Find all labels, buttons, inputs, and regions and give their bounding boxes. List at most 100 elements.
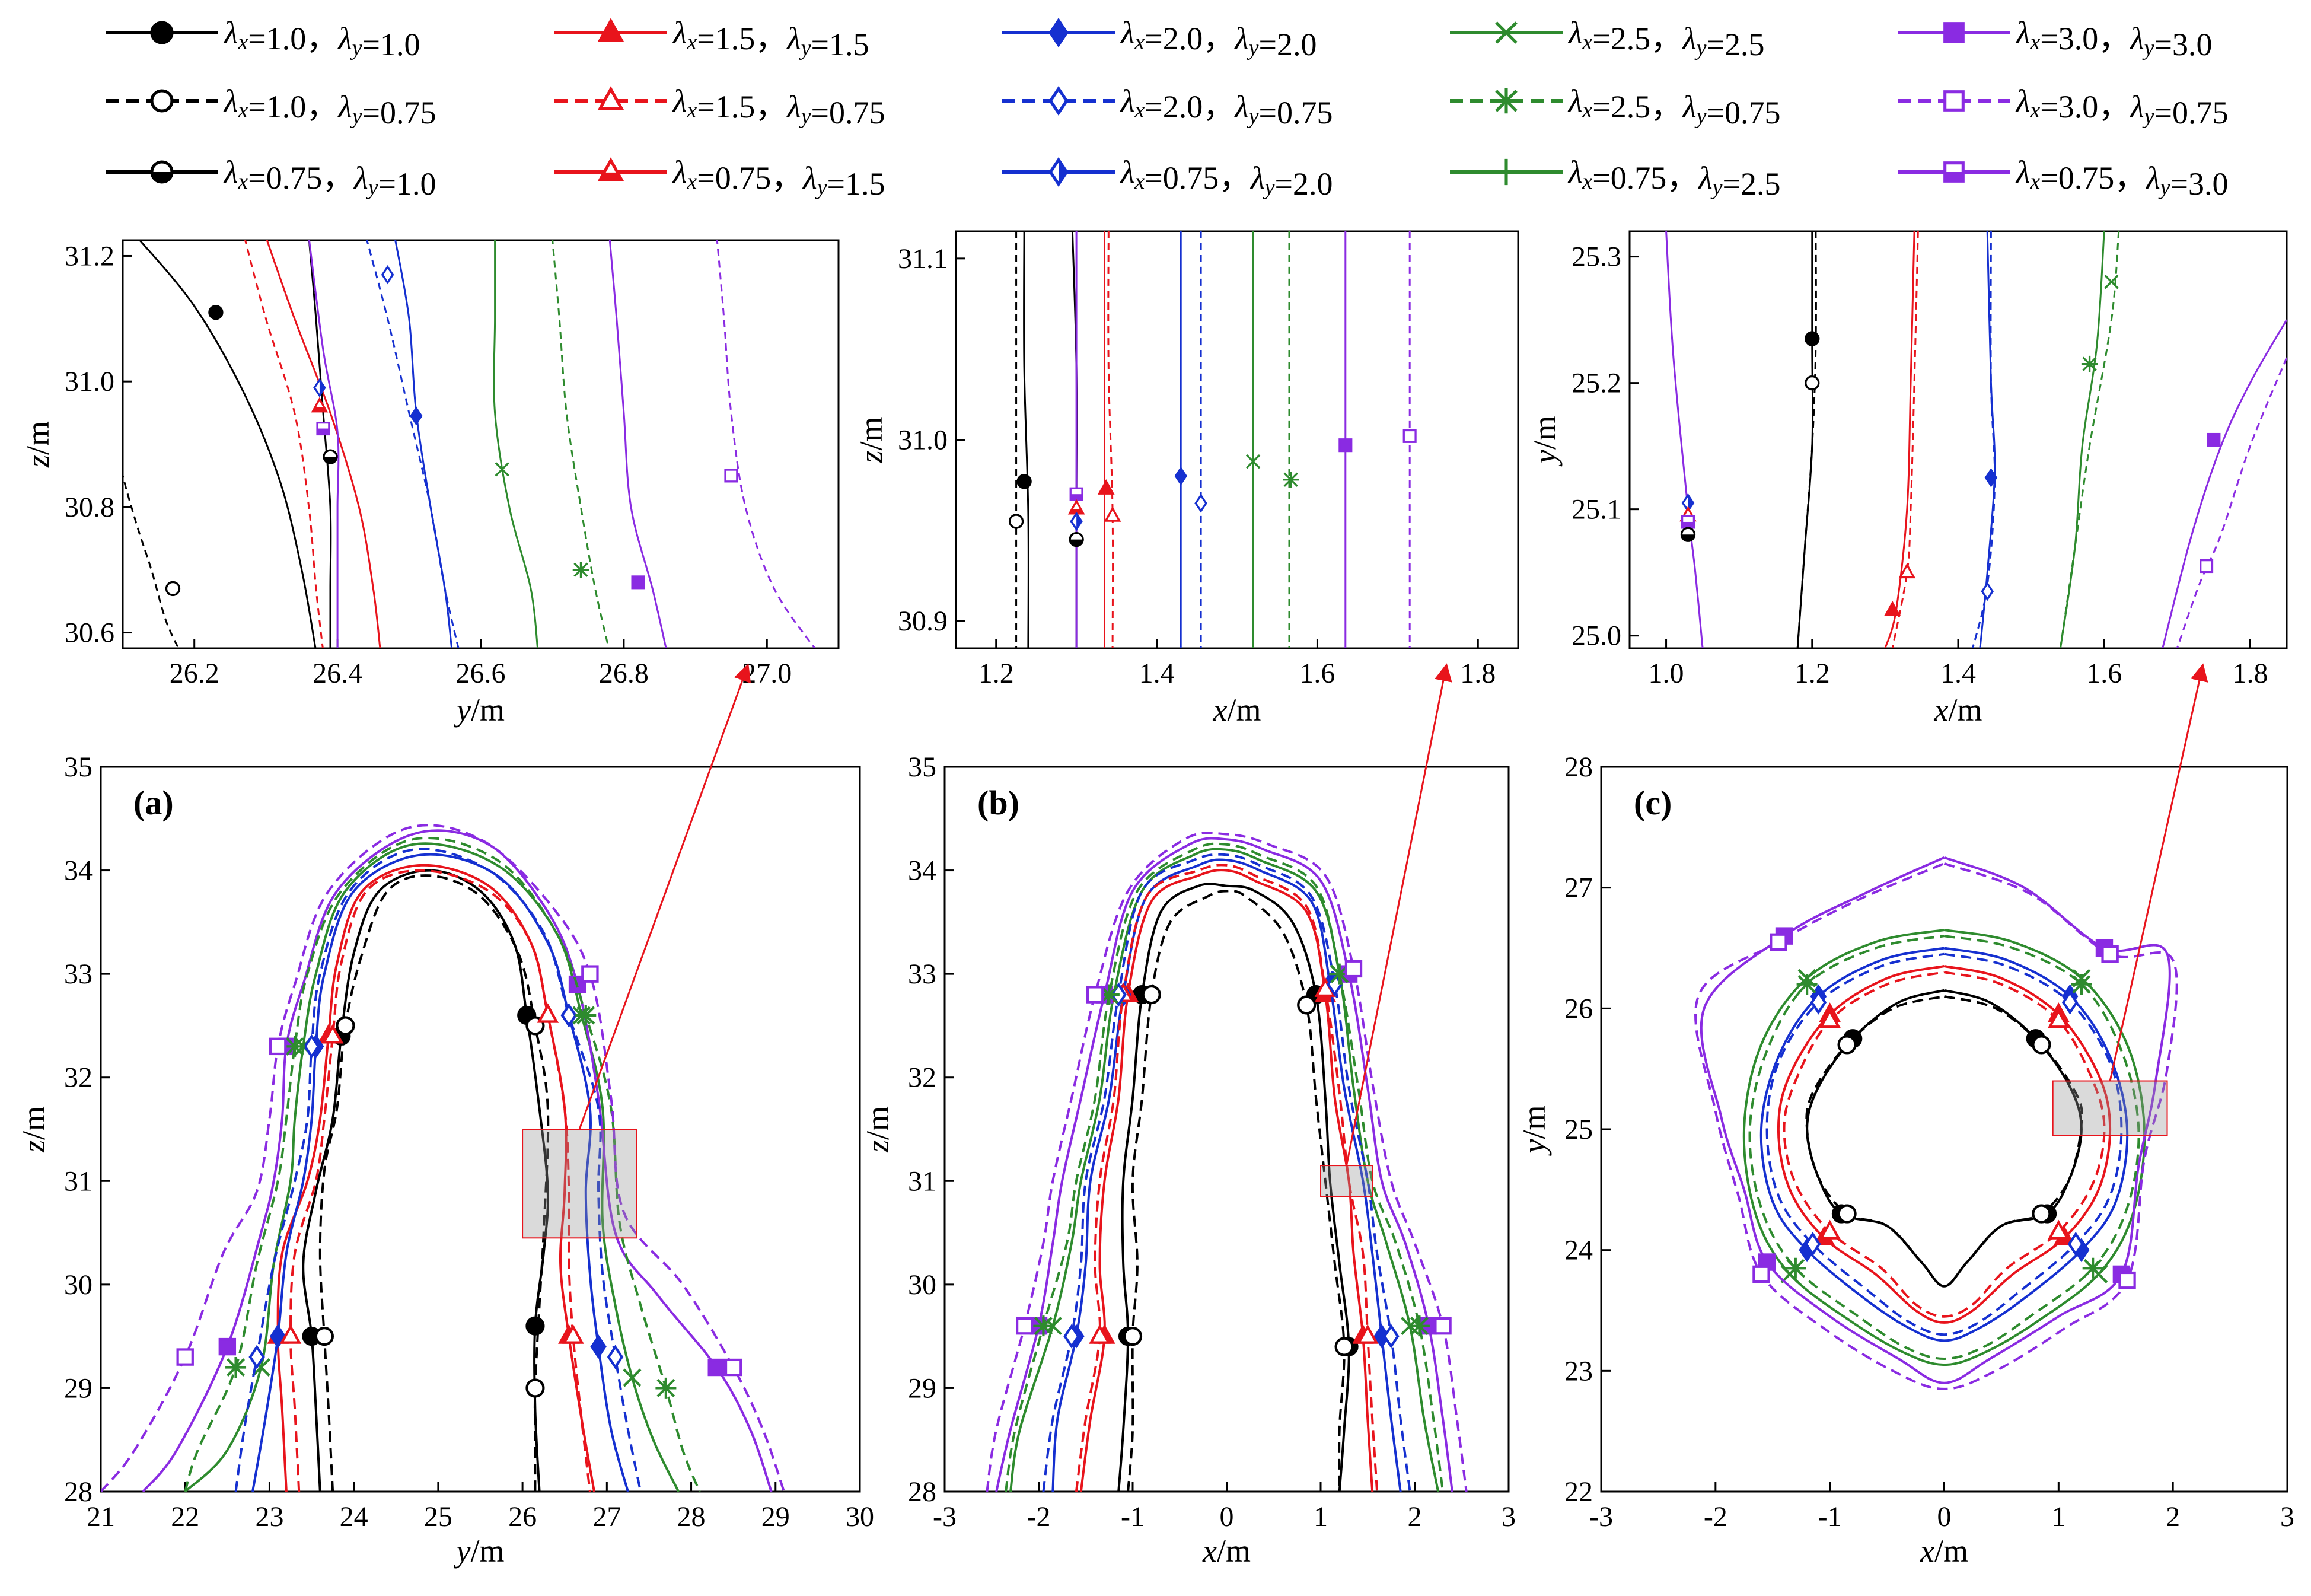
series-marker — [1123, 1327, 1143, 1346]
series-marker — [1104, 506, 1121, 522]
y-tick-label: 31.2 — [65, 240, 114, 272]
series-line — [1107, 231, 1114, 648]
series-marker — [316, 421, 330, 436]
series-marker — [655, 1377, 677, 1399]
series-marker — [321, 1024, 344, 1044]
series-marker — [1329, 963, 1350, 985]
series-marker — [2104, 275, 2119, 289]
y-axis-label: z/m — [860, 1106, 895, 1153]
series-marker — [1089, 1324, 1111, 1344]
legend-marker — [597, 18, 624, 42]
zoom-arrow — [2109, 663, 2208, 1081]
y-ticks: 30.9 31.0 31.1 — [898, 243, 965, 637]
series-marker — [225, 1357, 247, 1378]
legend-label: λx=0.75，λy=1.5 — [672, 154, 885, 202]
series-marker — [2067, 1231, 2084, 1257]
series-marker — [1752, 1265, 1770, 1283]
series-marker — [525, 1378, 545, 1398]
y-tick-label: 31 — [908, 1165, 936, 1197]
series-line — [101, 824, 785, 1492]
series-marker — [1408, 1315, 1430, 1337]
series-marker — [1070, 511, 1083, 531]
y-ticks: 25.0 25.1 25.2 25.3 — [1572, 241, 1639, 652]
series-marker — [1297, 995, 1317, 1015]
y-axis-label: z/m — [20, 421, 56, 468]
legend-marker — [1943, 90, 1965, 112]
x-tick-label: -2 — [1027, 1501, 1051, 1533]
x-tick-label: 26 — [508, 1501, 537, 1533]
y-tick-label: 27 — [1564, 872, 1593, 904]
series-line — [1023, 231, 1029, 648]
series-line — [2162, 319, 2287, 648]
series-marker — [1194, 493, 1207, 513]
series-marker — [1770, 933, 1787, 951]
x-tick-label: 26.4 — [313, 658, 362, 689]
legend-label: λx=2.0，λy=0.75 — [1120, 83, 1333, 130]
legend-item: λx=1.5，λy=0.75 — [554, 83, 885, 130]
series-line — [184, 836, 701, 1492]
x-tick-label: 3 — [1502, 1501, 1516, 1533]
legend-item: λx=1.5，λy=1.5 — [554, 15, 869, 62]
y-tick-label: 31.1 — [898, 243, 948, 275]
y-axis-label: z/m — [853, 416, 889, 463]
series-marker — [623, 1368, 642, 1387]
legend-marker — [1048, 86, 1069, 116]
series-group — [1694, 856, 2178, 1390]
plot-frame — [122, 239, 840, 649]
y-tick-label: 34 — [64, 855, 93, 887]
series-group — [1665, 231, 2287, 648]
x-tick-label: 24 — [340, 1501, 368, 1533]
y-tick-label: 33 — [64, 958, 93, 990]
series-marker — [1069, 531, 1084, 547]
x-tick-label: 22 — [171, 1501, 199, 1533]
series-line — [995, 837, 1453, 1492]
legend-marker — [1495, 21, 1518, 44]
series-marker — [1086, 986, 1104, 1004]
panel-label: (c) — [1634, 783, 1672, 822]
y-tick-label: 30.9 — [898, 606, 948, 637]
y-tick-label: 22 — [1564, 1476, 1593, 1508]
series-line — [308, 240, 332, 648]
x-tick-label: 1 — [2051, 1501, 2065, 1533]
legend-label: λx=1.5，λy=0.75 — [672, 83, 885, 130]
x-tick-label: 1.4 — [1139, 658, 1175, 689]
legend-label: λx=2.0，λy=2.0 — [1120, 15, 1317, 62]
y-tick-label: 35 — [908, 751, 936, 783]
series-line — [1051, 858, 1402, 1492]
legend-item: λx=2.5，λy=2.5 — [1450, 15, 1764, 62]
y-ticks: 22 23 24 25 26 27 28 — [1564, 751, 1611, 1508]
series-marker — [381, 265, 394, 285]
series-marker — [323, 449, 338, 464]
x-tick-label: 29 — [761, 1501, 790, 1533]
legend-item: λx=3.0，λy=0.75 — [1898, 83, 2228, 130]
series-line — [1075, 864, 1379, 1492]
zoom-region-box — [1320, 1165, 1373, 1197]
x-axis-label: x/m — [1202, 1533, 1251, 1569]
series-line — [2059, 231, 2105, 648]
series-marker — [2048, 1219, 2070, 1240]
x-tick-label: 0 — [1220, 1501, 1234, 1533]
series-marker — [575, 1005, 597, 1026]
legend-marker — [1493, 158, 1520, 186]
series-marker — [525, 1316, 545, 1336]
series-line — [308, 240, 340, 648]
legend-label: λx=3.0，λy=3.0 — [2015, 15, 2212, 62]
series-line — [493, 240, 539, 648]
series-marker — [1819, 1219, 1841, 1240]
legend-label: λx=1.5，λy=1.5 — [672, 15, 869, 62]
series-marker — [1142, 985, 1161, 1005]
series-line — [1796, 231, 1817, 648]
legend-marker — [1493, 88, 1519, 114]
zoom-region-box — [2052, 1080, 2168, 1136]
legend-marker — [1048, 157, 1069, 187]
legend-label: λx=2.5，λy=2.5 — [1567, 15, 1764, 62]
series-marker — [1282, 471, 1299, 488]
series-line — [289, 869, 591, 1492]
y-tick-label: 34 — [908, 855, 936, 887]
series-line — [1884, 231, 1915, 648]
x-tick-label: 1.6 — [2086, 658, 2122, 689]
series-marker — [1837, 1035, 1857, 1055]
legend-item: λx=0.75，λy=3.0 — [1898, 154, 2228, 202]
series-marker — [410, 406, 423, 426]
series-marker — [1174, 466, 1187, 486]
